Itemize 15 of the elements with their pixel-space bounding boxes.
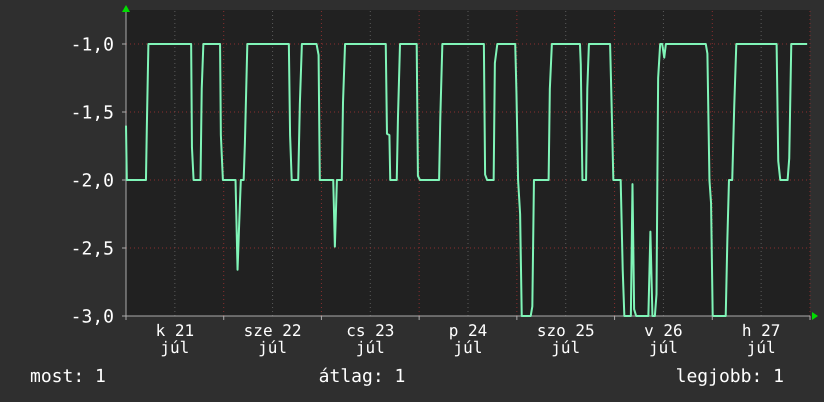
x-tick-label: cs 23 júl (346, 321, 394, 357)
text: legjobb: 1 (676, 366, 784, 387)
text: átlag: 1 (318, 366, 406, 387)
y-tick-label: -2,0 (70, 170, 114, 192)
x-tick-label: h 27 júl (742, 321, 780, 357)
x-tick-label: k 21 júl (156, 321, 194, 357)
x-tick-label: szo 25 júl (536, 321, 595, 357)
y-tick-label: -1,0 (70, 34, 114, 56)
text: most: 1 (30, 366, 106, 387)
y-tick-label: -2,5 (70, 238, 114, 260)
x-tick-label: v 26 júl (644, 321, 683, 357)
y-tick-label: -3,0 (70, 306, 114, 328)
y-tick-label: -1,5 (70, 102, 114, 124)
x-tick-label: p 24 júl (448, 321, 488, 357)
x-tick-label: sze 22 júl (244, 321, 302, 357)
